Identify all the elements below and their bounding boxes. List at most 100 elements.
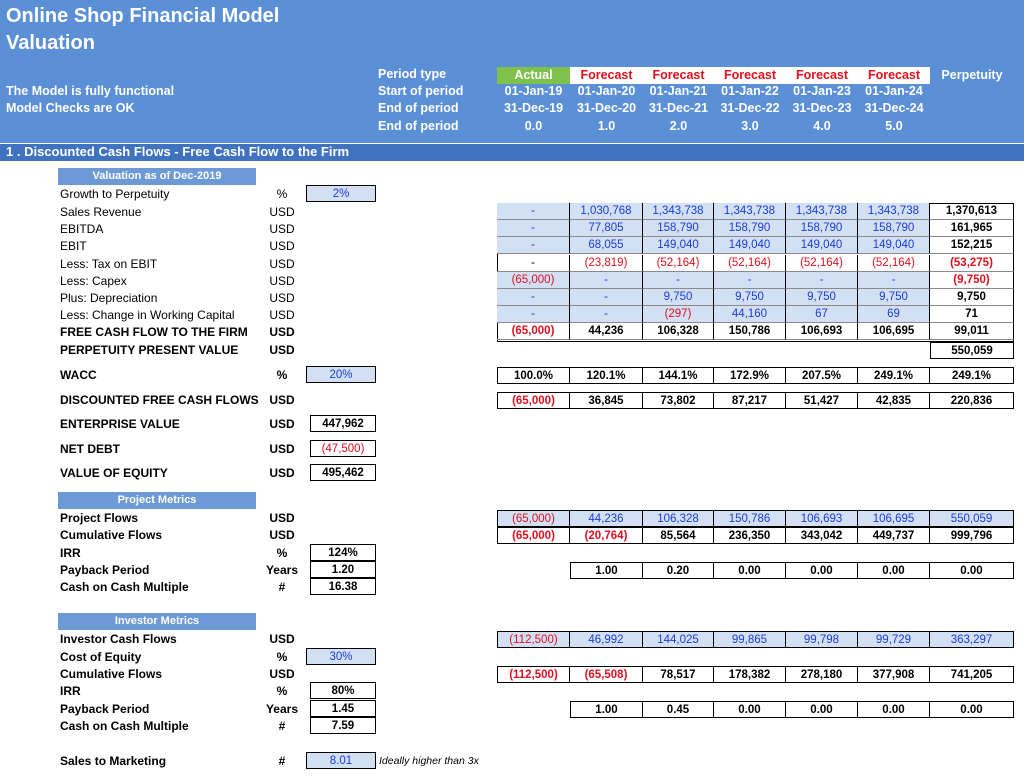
investor-flow-cell: 363,297 xyxy=(930,631,1014,648)
investor-multiple-label: Cash on Cash Multiple xyxy=(60,719,189,733)
valuation-cell: 67 xyxy=(786,306,858,323)
project-flow-cell: 150,786 xyxy=(714,510,786,527)
dfcf-cell: 220,836 xyxy=(930,392,1014,409)
valuation-cell: 99,011 xyxy=(930,323,1014,340)
ends-3: 31-Dec-22 xyxy=(720,101,780,115)
project-payback-cell: 0.00 xyxy=(858,562,930,579)
project-payback-unit: Years xyxy=(265,563,299,577)
valuation-row-label: Plus: Depreciation xyxy=(60,291,158,305)
project-flow-cell: 44,236 xyxy=(570,510,643,527)
valuation-row-unit: USD xyxy=(269,274,295,288)
investor-multiple-value: 7.59 xyxy=(310,717,376,734)
valuation-cell: 9,750 xyxy=(786,289,858,306)
netdebt-label: NET DEBT xyxy=(60,442,120,456)
stm-note: Ideally higher than 3x xyxy=(379,755,479,767)
project-cum-cell: 999,796 xyxy=(930,527,1014,544)
years-2: 2.0 xyxy=(669,119,688,133)
valuation-cell: 9,750 xyxy=(858,289,930,306)
valuation-row-label: FREE CASH FLOW TO THE FIRM xyxy=(60,325,248,339)
valuation-cell: 1,370,613 xyxy=(930,203,1014,220)
investor-cum-cell: 741,205 xyxy=(930,666,1014,683)
dfcf-cell: 36,845 xyxy=(570,392,643,409)
coe-label: Cost of Equity xyxy=(60,650,142,664)
project-cum-cell: 236,350 xyxy=(714,527,786,544)
valuation-cell: 158,790 xyxy=(786,220,858,237)
stm-input[interactable]: 8.01 xyxy=(306,752,376,769)
project-flows-unit: USD xyxy=(269,511,295,525)
model-title: Online Shop Financial Model xyxy=(6,5,280,27)
model-status: The Model is fully functional xyxy=(6,84,175,98)
ends-2: 31-Dec-21 xyxy=(648,101,709,115)
investor-flow-cell: (112,500) xyxy=(497,631,570,648)
valuation-row-label: EBIT xyxy=(60,239,87,253)
period-type-label: Period type xyxy=(378,67,447,81)
valuation-row-unit: USD xyxy=(269,222,295,236)
investor-cum-cell: 178,382 xyxy=(714,666,786,683)
valuation-cell: 158,790 xyxy=(858,220,930,237)
valuation-cell: (53,275) xyxy=(930,255,1014,272)
coe-unit: % xyxy=(276,650,288,664)
valuation-cell: 1,343,738 xyxy=(643,203,714,220)
wacc-cell: 207.5% xyxy=(786,367,858,384)
valuation-row-unit: USD xyxy=(269,239,295,253)
project-payback-cell: 0.00 xyxy=(714,562,786,579)
project-cum-label: Cumulative Flows xyxy=(60,528,163,542)
stm-label: Sales to Marketing xyxy=(60,754,167,768)
investor-payback-cell: 0.00 xyxy=(858,701,930,718)
valuation-cell: 158,790 xyxy=(643,220,714,237)
project-block-title: Project Metrics xyxy=(58,492,256,509)
project-multiple-label: Cash on Cash Multiple xyxy=(60,580,189,594)
valuation-cell: 152,215 xyxy=(930,237,1014,254)
investor-payback-label: Payback Period xyxy=(60,702,150,716)
ends-0: 31-Dec-19 xyxy=(503,101,564,115)
project-payback-cell: 0.00 xyxy=(930,562,1014,579)
ppv-value: 550,059 xyxy=(930,342,1014,359)
investor-flow-cell: 46,992 xyxy=(570,631,643,648)
investor-irr-label: IRR xyxy=(60,684,81,698)
valuation-cell: (65,000) xyxy=(497,272,570,289)
netdebt-unit: USD xyxy=(269,442,295,456)
investor-cum-cell: (112,500) xyxy=(497,666,570,683)
valuation-row-label: EBITDA xyxy=(60,222,104,236)
end-label: End of period xyxy=(378,101,459,115)
growth-label: Growth to Perpetuity xyxy=(60,187,170,201)
project-flow-cell: 106,695 xyxy=(858,510,930,527)
valuation-cell: (52,164) xyxy=(786,255,858,272)
ppv-unit: USD xyxy=(269,343,295,357)
investor-irr-value: 80% xyxy=(310,682,376,699)
project-flow-cell: 106,328 xyxy=(643,510,714,527)
valuation-cell: 77,805 xyxy=(570,220,643,237)
growth-input[interactable]: 2% xyxy=(306,185,376,202)
starts-5: 01-Jan-24 xyxy=(865,84,923,98)
investor-cum-label: Cumulative Flows xyxy=(60,667,163,681)
period-type-4: Forecast xyxy=(786,67,858,84)
checks-status: Model Checks are OK xyxy=(6,101,135,115)
period-type-6: Perpetuity xyxy=(941,68,1003,82)
valuation-cell: (23,819) xyxy=(570,255,643,272)
project-irr-value: 124% xyxy=(310,544,376,561)
valuation-row-unit: USD xyxy=(269,325,295,339)
valuation-cell: 1,343,738 xyxy=(714,203,786,220)
ends-4: 31-Dec-23 xyxy=(792,101,852,115)
ppv-label: PERPETUITY PRESENT VALUE xyxy=(60,343,239,357)
project-payback-value: 1.20 xyxy=(310,561,376,578)
valuation-cell: 71 xyxy=(930,306,1014,323)
wacc-input[interactable]: 20% xyxy=(306,366,376,383)
valuation-cell: (297) xyxy=(643,306,714,323)
start-label: Start of period xyxy=(378,84,464,98)
section-title: 1 . Discounted Cash Flows - Free Cash Fl… xyxy=(6,144,350,159)
netdebt-value: (47,500) xyxy=(310,440,376,457)
years-4: 4.0 xyxy=(813,119,831,133)
wacc-cell: 249.1% xyxy=(930,367,1014,384)
project-flows-label: Project Flows xyxy=(60,511,139,525)
project-irr-unit: % xyxy=(276,546,288,560)
end-years-label: End of period xyxy=(378,119,459,133)
coe-input[interactable]: 30% xyxy=(306,648,376,665)
valuation-block-title: Valuation as of Dec-2019 xyxy=(58,168,256,185)
investor-block-title: Investor Metrics xyxy=(58,613,256,630)
period-type-1: Forecast xyxy=(570,67,643,84)
valuation-row-unit: USD xyxy=(269,308,295,322)
valuation-cell: 9,750 xyxy=(714,289,786,306)
valuation-row-unit: USD xyxy=(269,257,295,271)
wacc-cell: 172.9% xyxy=(714,367,786,384)
